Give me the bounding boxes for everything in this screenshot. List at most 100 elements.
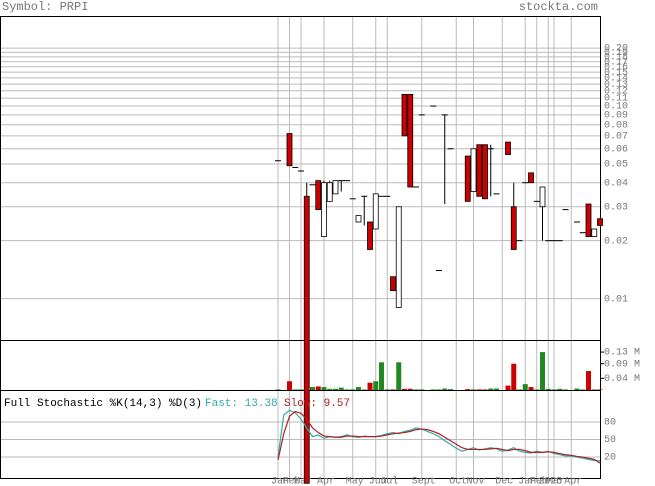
candle-body	[510, 206, 517, 250]
volume-bar	[419, 389, 425, 390]
y-tick-label: 80	[604, 418, 616, 429]
x-tick-label: Nov	[466, 477, 484, 486]
volume-bar	[482, 389, 488, 390]
candle-body	[321, 182, 327, 237]
volume-bar	[448, 389, 453, 390]
x-tick-label: Oct	[449, 477, 467, 486]
candle-body	[395, 206, 402, 308]
candle-body	[539, 186, 546, 208]
y-tick-label: 0.04 M	[604, 374, 640, 385]
volume-bar	[511, 363, 517, 390]
candle-body	[407, 93, 414, 188]
volume-bar	[327, 388, 333, 390]
volume-bar	[551, 389, 557, 390]
candle-body	[390, 276, 396, 292]
candle-body	[326, 182, 333, 202]
volume-bar	[488, 388, 494, 390]
volume-bar	[350, 389, 356, 390]
y-tick-label: 0.18	[604, 53, 628, 64]
candle-body	[528, 172, 534, 184]
y-tick-label: 0.19	[604, 48, 628, 59]
y-tick-label: 0.13 M	[604, 348, 640, 359]
volume-bar	[574, 388, 580, 390]
y-tick-label: 20	[604, 453, 616, 464]
stoch-line	[277, 409, 601, 462]
volume-bar	[413, 389, 419, 390]
stoch-line	[277, 410, 601, 464]
candle-body	[585, 203, 592, 237]
candle-body	[464, 155, 471, 202]
volume-bar	[275, 389, 281, 390]
y-tick-label: 0.03	[604, 202, 628, 213]
x-tick-label: May	[346, 477, 364, 486]
candle-body	[482, 144, 488, 200]
y-tick-label: 0.14	[604, 74, 628, 85]
site: stockta.com	[519, 0, 598, 14]
y-tick-label: 0.15	[604, 68, 628, 79]
volume-bar	[563, 389, 568, 390]
volume-bar	[367, 382, 373, 390]
volume-bar	[591, 389, 597, 390]
candle-body	[286, 133, 293, 167]
candle-body	[505, 141, 511, 155]
volume-bar	[396, 362, 402, 390]
candle-body	[367, 221, 373, 250]
volume-bar	[580, 389, 586, 390]
volume-bar	[310, 387, 315, 390]
volume-bar	[586, 371, 591, 390]
y-tick-label: 0.16	[604, 62, 628, 73]
y-tick-label: 50	[604, 435, 616, 446]
y-tick-label: 0.09	[604, 111, 628, 122]
volume-bar	[522, 384, 528, 390]
volume-bar	[534, 389, 540, 390]
volume-bar	[557, 388, 563, 390]
volume-bar	[402, 388, 407, 390]
volume-bar	[517, 389, 522, 390]
x-tick-label: Apr	[564, 477, 582, 486]
x-tick-label: Jan	[518, 477, 536, 486]
x-tick-label: Dec	[495, 477, 513, 486]
candle-body	[470, 148, 477, 192]
y-tick-label: 0.04	[604, 178, 628, 189]
x-tick-label: Mar	[294, 477, 312, 486]
volume-bar	[304, 388, 310, 390]
volume-bar	[287, 381, 292, 390]
volume-bar	[494, 388, 499, 390]
volume-bar	[465, 389, 471, 390]
volume-bar	[379, 362, 384, 390]
candle-body	[372, 193, 379, 230]
legend-entry: Fast: 13.38	[205, 398, 278, 410]
volume-bar	[390, 389, 396, 390]
stoch-title: Full Stochastic %K(14,3) %D(3)	[4, 398, 202, 410]
volume-bar	[321, 387, 327, 390]
x-tick-label: Sept	[412, 477, 436, 486]
y-tick-label: 0.06	[604, 144, 628, 155]
x-tick-label: Jul	[380, 476, 398, 486]
candle-body	[332, 180, 339, 195]
candle-body	[355, 215, 362, 223]
y-tick-label: 0.17	[604, 57, 628, 68]
volume-bar	[373, 381, 379, 390]
x-tick-label: Feb	[530, 476, 548, 486]
x-tick-label: Apr	[317, 477, 335, 486]
y-tick-label: 0.12	[604, 86, 628, 97]
y-tick-label: 0.20	[604, 44, 628, 55]
candle-body	[401, 93, 408, 137]
volume-bar	[356, 387, 361, 390]
y-tick-label: 0.08	[604, 120, 628, 131]
candle-body	[597, 218, 603, 226]
volume-bar	[361, 389, 367, 390]
x-tick-label: 2025	[538, 477, 562, 486]
volume-bar	[333, 388, 338, 390]
symbol: Symbol: PRPI	[2, 0, 88, 14]
y-tick-label: 0.02	[604, 236, 628, 247]
volume-bar	[384, 389, 390, 390]
volume-bar	[298, 389, 304, 390]
y-tick-label: 0.11	[604, 94, 628, 105]
volume-bar	[597, 389, 603, 390]
y-tick-label: 0.13	[604, 80, 628, 91]
candle-body	[315, 180, 322, 210]
volume-bar	[528, 387, 534, 390]
candle-body	[303, 195, 310, 484]
